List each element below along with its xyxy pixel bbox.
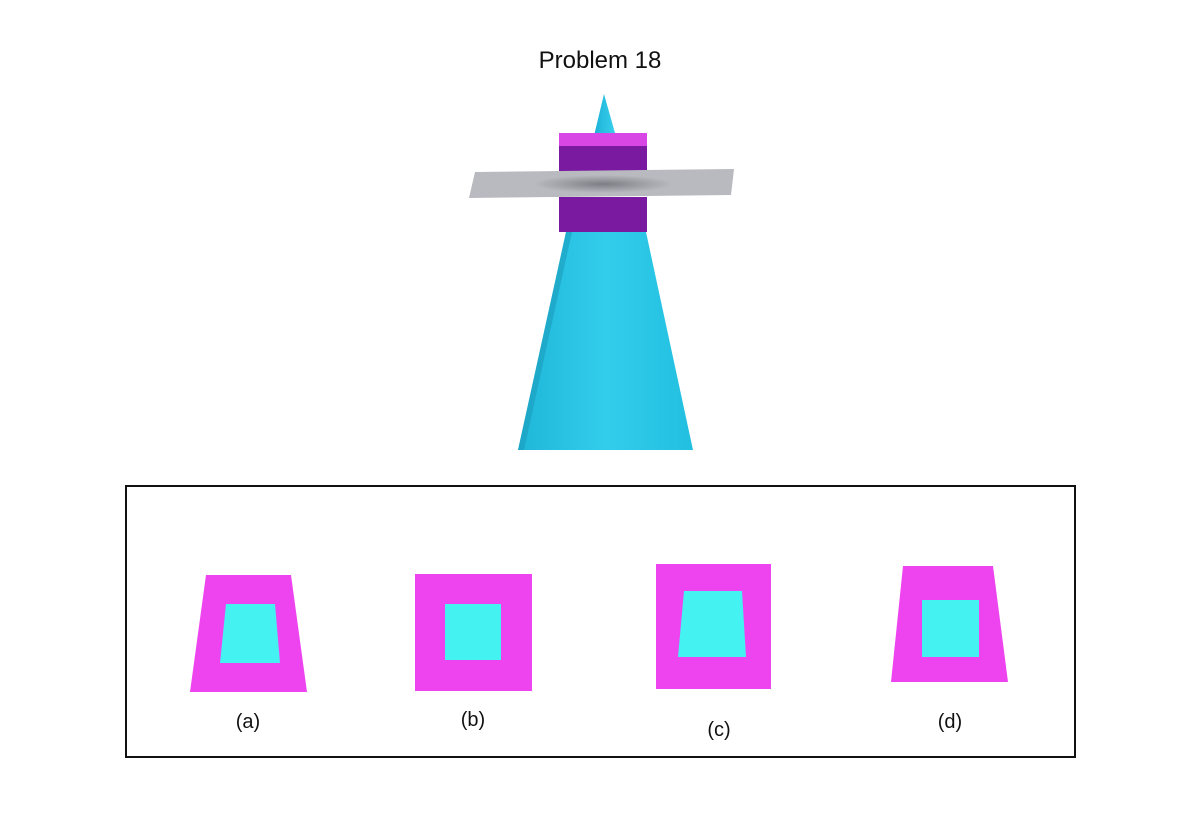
cube-top-face [559, 133, 647, 146]
problem-title: Problem 18 [538, 47, 662, 74]
option-c-inner [678, 591, 746, 657]
option-b-shape[interactable] [415, 574, 532, 691]
answer-options-box [125, 485, 1076, 758]
option-b-label[interactable]: (b) [460, 709, 486, 731]
cone-body [518, 232, 693, 450]
solid-scene [469, 94, 734, 450]
option-b-inner [445, 604, 501, 660]
plane-shadow [533, 175, 673, 193]
option-d-shape[interactable] [891, 566, 1008, 682]
option-d-inner [922, 600, 979, 657]
option-c-label[interactable]: (c) [707, 719, 731, 741]
option-a-label[interactable]: (a) [235, 711, 261, 733]
option-a-shape[interactable] [190, 575, 307, 692]
cone-edge-shade [518, 232, 572, 450]
option-c-shape[interactable] [656, 564, 771, 689]
option-d-label[interactable]: (d) [937, 711, 963, 733]
cone-tip [593, 94, 617, 140]
option-a-inner [220, 604, 280, 663]
cube-front-lower [559, 197, 647, 232]
